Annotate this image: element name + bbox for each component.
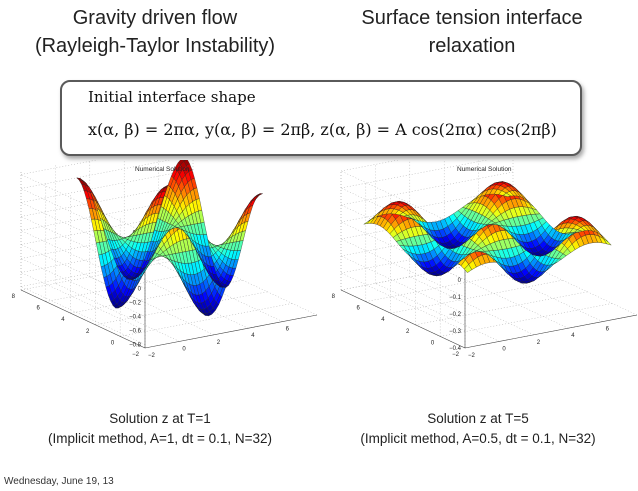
z-tick-label: −0.4 <box>129 315 142 321</box>
x-tick-label: 6 <box>606 327 610 333</box>
left-surface-plot-svg: 0.80.60.40.20−0.2−0.4−0.6−0.886420−2−202… <box>12 138 324 359</box>
y-tick-label: 6 <box>36 306 40 312</box>
formula-title: Initial interface shape <box>88 88 256 106</box>
y-tick-label: 8 <box>12 294 16 300</box>
x-tick-label: 2 <box>217 340 221 346</box>
x-tick-label: 4 <box>251 333 255 339</box>
x-tick-label: 4 <box>571 333 575 339</box>
y-tick-label: 6 <box>356 306 360 312</box>
z-tick-label: −0.6 <box>129 329 142 335</box>
y-tick-label: 8 <box>332 294 336 300</box>
footer-date: Wednesday, June 19, 13 <box>4 476 114 487</box>
z-tick-label: −0.2 <box>449 312 462 318</box>
x-tick-label: −2 <box>148 353 156 359</box>
right-plot-title: Numerical Solution <box>457 166 512 173</box>
z-tick-label: −0.2 <box>129 301 142 307</box>
left-heading-line-1: Gravity driven flow <box>72 7 238 29</box>
z-tick-label: −0.1 <box>449 295 462 301</box>
left-heading-line-2: (Rayleigh-Taylor Instability) <box>34 35 276 57</box>
y-tick-label: 0 <box>431 340 435 346</box>
x-tick-label: 0 <box>182 346 186 352</box>
right-heading: Surface tension interface relaxation <box>322 4 622 60</box>
y-tick-label: 2 <box>86 329 90 335</box>
x-tick-label: −2 <box>468 353 476 359</box>
x-tick-label: 0 <box>502 346 506 352</box>
right-caption-line-2: (Implicit method, A=0.5, dt = 0.1, N=32) <box>360 431 596 446</box>
z-tick-label: 0 <box>458 278 462 284</box>
right-caption: Solution z at T=5 (Implicit method, A=0.… <box>328 409 628 449</box>
y-tick-label: 4 <box>381 317 385 323</box>
y-tick-label: 4 <box>61 317 65 323</box>
left-plot-title: Numerical Solution <box>135 166 190 173</box>
z-tick-label: 0 <box>138 287 142 293</box>
x-tick-label: 2 <box>537 340 541 346</box>
right-surface-plot: 0.30.20.10−0.1−0.2−0.3−0.486420−2−202468… <box>320 137 638 410</box>
right-caption-line-1: Solution z at T=5 <box>427 411 529 426</box>
z-tick-label: −0.3 <box>449 329 462 335</box>
left-caption-line-1: Solution z at T=1 <box>109 411 211 426</box>
y-tick-label: 2 <box>406 329 410 335</box>
formula-equation: x(α, β) = 2πα, y(α, β) = 2πβ, z(α, β) = … <box>88 120 557 139</box>
surface-mesh <box>363 181 612 284</box>
y-tick-label: −2 <box>132 352 140 358</box>
x-tick-label: 6 <box>286 327 290 333</box>
surface-mesh <box>76 156 263 317</box>
right-heading-line-1: Surface tension interface <box>361 7 583 29</box>
formula-box: Initial interface shape x(α, β) = 2πα, y… <box>60 80 582 156</box>
y-tick-label: −2 <box>452 352 460 358</box>
z-tick-label: −0.4 <box>449 346 462 352</box>
left-heading: Gravity driven flow (Rayleigh-Taylor Ins… <box>5 4 305 60</box>
left-caption-line-2: (Implicit method, A=1, dt = 0.1, N=32) <box>48 431 272 446</box>
z-tick-label: −0.8 <box>129 343 142 349</box>
y-tick-label: 0 <box>111 340 115 346</box>
left-caption: Solution z at T=1 (Implicit method, A=1,… <box>10 409 310 449</box>
right-heading-line-2: relaxation <box>428 35 516 57</box>
left-surface-plot: 0.80.60.40.20−0.2−0.4−0.6−0.886420−2−202… <box>0 138 324 410</box>
